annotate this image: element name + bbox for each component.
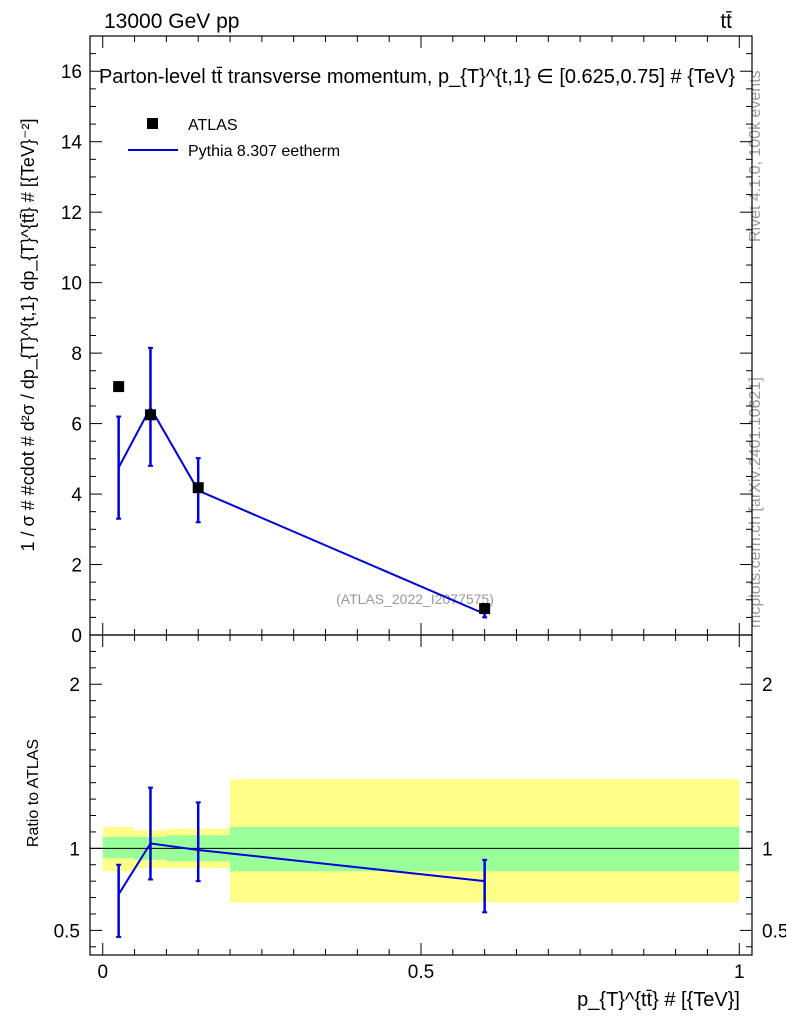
main-y-tick-label: 16 (61, 62, 82, 83)
main-y-tick-label: 0 (71, 626, 82, 647)
process-label: tt̄ (720, 10, 732, 33)
ratio-y-tick-label: 0.5 (54, 921, 80, 942)
ratio-y-tick-label: 2 (69, 675, 80, 696)
atlas-data-point (479, 603, 491, 615)
main-y-tick-label: 6 (71, 415, 82, 436)
main-y-tick-label: 8 (71, 344, 82, 365)
main-y-tick-label: 12 (61, 203, 82, 224)
ratio-y-tick-label: 1 (69, 839, 80, 860)
x-axis-label: p_{T}^{tt̄} # [{TeV}] (577, 989, 740, 1011)
main-plot: 0 2 4 6 8 10 12 14 16 (61, 35, 753, 647)
x-tick-label: 0.5 (408, 962, 434, 983)
atlas-data-point (113, 381, 125, 393)
rivet-label: Rivet 4.1.0, 100k events (747, 70, 764, 242)
atlas-data-point (192, 482, 204, 494)
mcplots-label: mcplots.cern.ch [arXiv:2401.10621] (747, 377, 764, 628)
ratio-pythia-line (117, 842, 485, 895)
ratio-plot: 0 0.5 1 0.5 0.5 1 1 2 2 (54, 634, 786, 983)
atlas-data-point (144, 409, 156, 421)
ratio-y-tick-label-right: 0.5 (762, 921, 786, 942)
main-y-tick-label: 4 (71, 485, 82, 506)
ratio-band-inner (102, 836, 135, 859)
ratio-y-tick-label-right: 1 (762, 839, 773, 860)
ratio-y-label: Ratio to ATLAS (25, 739, 42, 847)
legend-pythia-label: Pythia 8.307 eetherm (188, 143, 340, 160)
main-y-tick-label: 2 (71, 556, 82, 577)
pythia-line (117, 405, 486, 615)
main-y-label: 1 / σ # #cdot # d²σ / dp_{T}^{t,1} dp_{T… (18, 119, 39, 552)
x-tick-label: 0 (97, 962, 108, 983)
x-tick-label: 1 (734, 962, 745, 983)
main-y-tick-label: 10 (61, 274, 82, 295)
legend-atlas-marker (147, 118, 158, 129)
legend-atlas-label: ATLAS (188, 117, 238, 134)
energy-label: 13000 GeV pp (104, 10, 239, 33)
legend: ATLAS Pythia 8.307 eetherm (128, 117, 340, 160)
main-title: Parton-level tt̄ transverse momentum, p_… (99, 66, 735, 88)
ratio-y-tick-label-right: 2 (762, 675, 773, 696)
analysis-watermark: (ATLAS_2022_I2077575) (336, 591, 494, 607)
main-y-tick-label: 14 (61, 133, 83, 154)
